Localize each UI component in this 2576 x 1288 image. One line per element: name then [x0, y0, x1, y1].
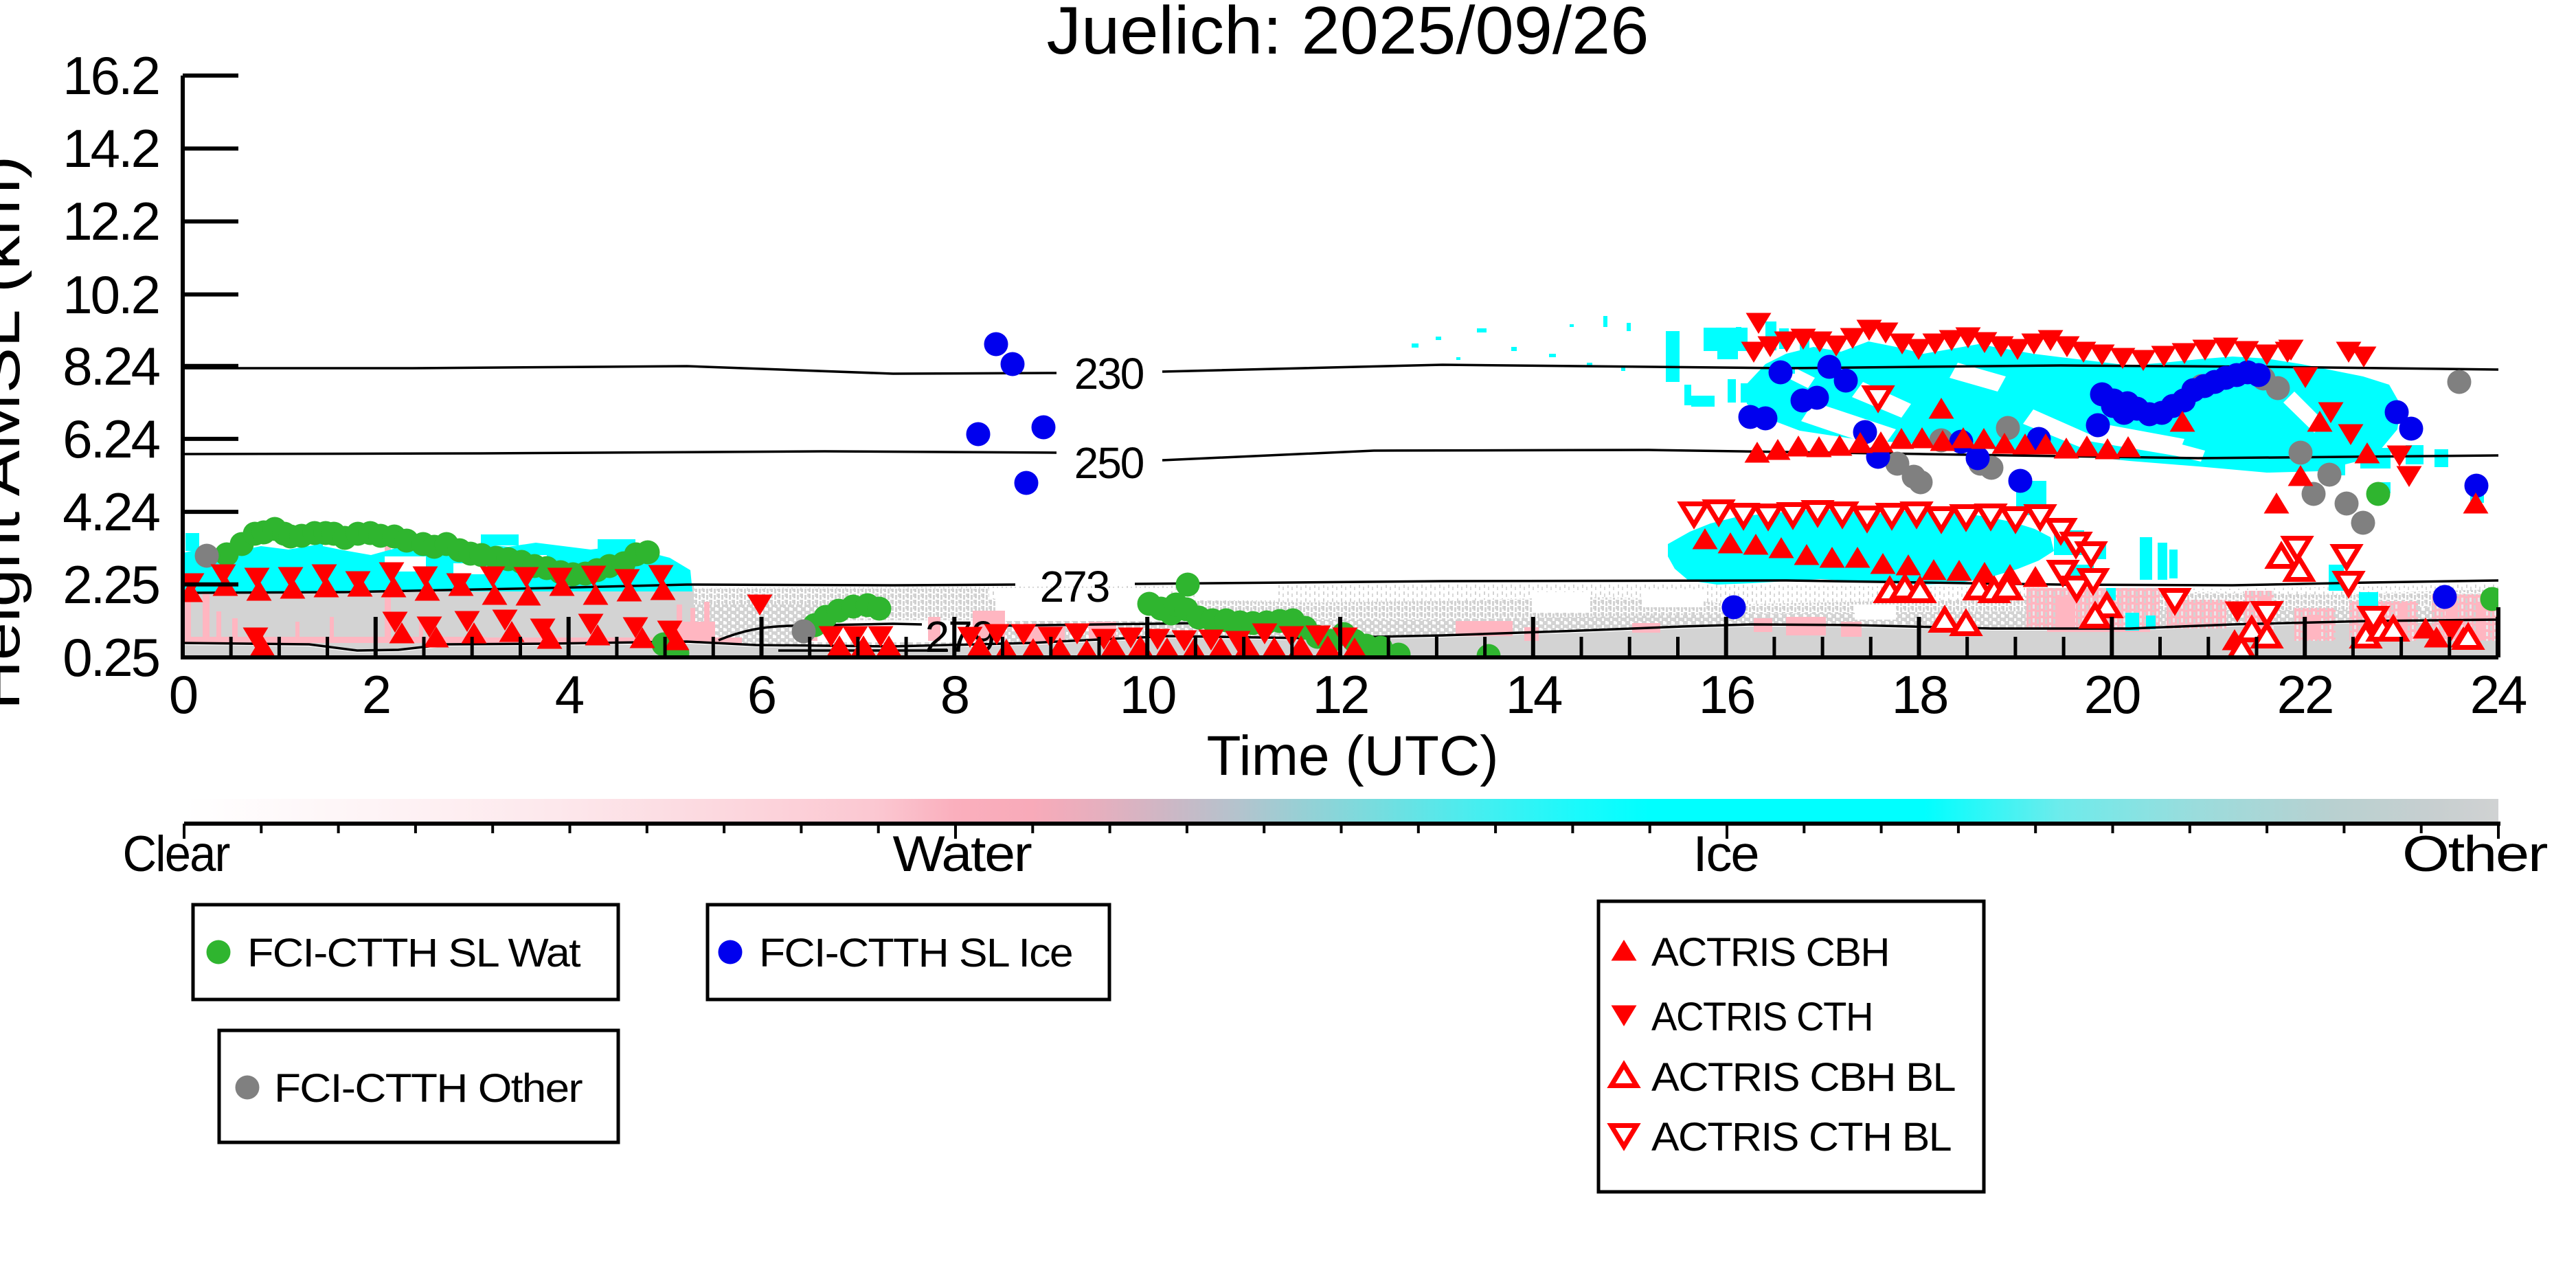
svg-text:Other: Other — [2402, 826, 2548, 882]
svg-text:Height AMSL (km): Height AMSL (km) — [0, 156, 32, 710]
svg-text:14.2: 14.2 — [63, 118, 159, 179]
svg-text:Time (UTC): Time (UTC) — [1206, 725, 1498, 787]
svg-text:ACTRIS CTH BL: ACTRIS CTH BL — [1651, 1115, 1951, 1160]
svg-text:FCI-CTTH Other: FCI-CTTH Other — [274, 1066, 583, 1111]
svg-text:FCI-CTTH SL Ice: FCI-CTTH SL Ice — [759, 931, 1072, 975]
svg-text:16: 16 — [1699, 664, 1754, 725]
svg-text:12.2: 12.2 — [63, 191, 159, 251]
svg-text:4: 4 — [555, 664, 584, 725]
svg-text:18: 18 — [1892, 664, 1947, 725]
svg-text:6: 6 — [747, 664, 775, 725]
svg-text:Juelich: 2025/09/26: Juelich: 2025/09/26 — [1047, 0, 1649, 68]
svg-text:Water: Water — [893, 826, 1032, 882]
svg-text:230: 230 — [1074, 349, 1144, 398]
svg-text:FCI-CTTH SL Wat: FCI-CTTH SL Wat — [247, 931, 580, 975]
svg-text:ACTRIS CTH: ACTRIS CTH — [1651, 995, 1873, 1039]
svg-text:2.25: 2.25 — [63, 554, 159, 615]
svg-text:10.2: 10.2 — [63, 264, 159, 325]
svg-text:ACTRIS CBH: ACTRIS CBH — [1651, 930, 1889, 975]
svg-text:16.2: 16.2 — [63, 45, 159, 106]
svg-text:24: 24 — [2470, 664, 2527, 725]
svg-text:ACTRIS CBH BL: ACTRIS CBH BL — [1651, 1055, 1955, 1100]
svg-text:8.24: 8.24 — [63, 336, 159, 396]
svg-text:14: 14 — [1506, 664, 1562, 725]
svg-text:2: 2 — [362, 664, 389, 725]
svg-text:0: 0 — [169, 664, 197, 725]
svg-text:0.25: 0.25 — [63, 627, 159, 688]
svg-text:250: 250 — [1074, 438, 1144, 488]
svg-text:Ice: Ice — [1693, 826, 1759, 882]
svg-text:Clear: Clear — [123, 826, 231, 882]
svg-text:12: 12 — [1313, 664, 1368, 725]
svg-text:8: 8 — [940, 664, 968, 725]
svg-text:10: 10 — [1120, 664, 1175, 725]
svg-text:6.24: 6.24 — [63, 409, 159, 469]
svg-text:273: 273 — [1040, 562, 1109, 611]
svg-text:4.24: 4.24 — [63, 482, 159, 542]
svg-text:22: 22 — [2277, 664, 2333, 725]
svg-text:20: 20 — [2084, 664, 2140, 725]
